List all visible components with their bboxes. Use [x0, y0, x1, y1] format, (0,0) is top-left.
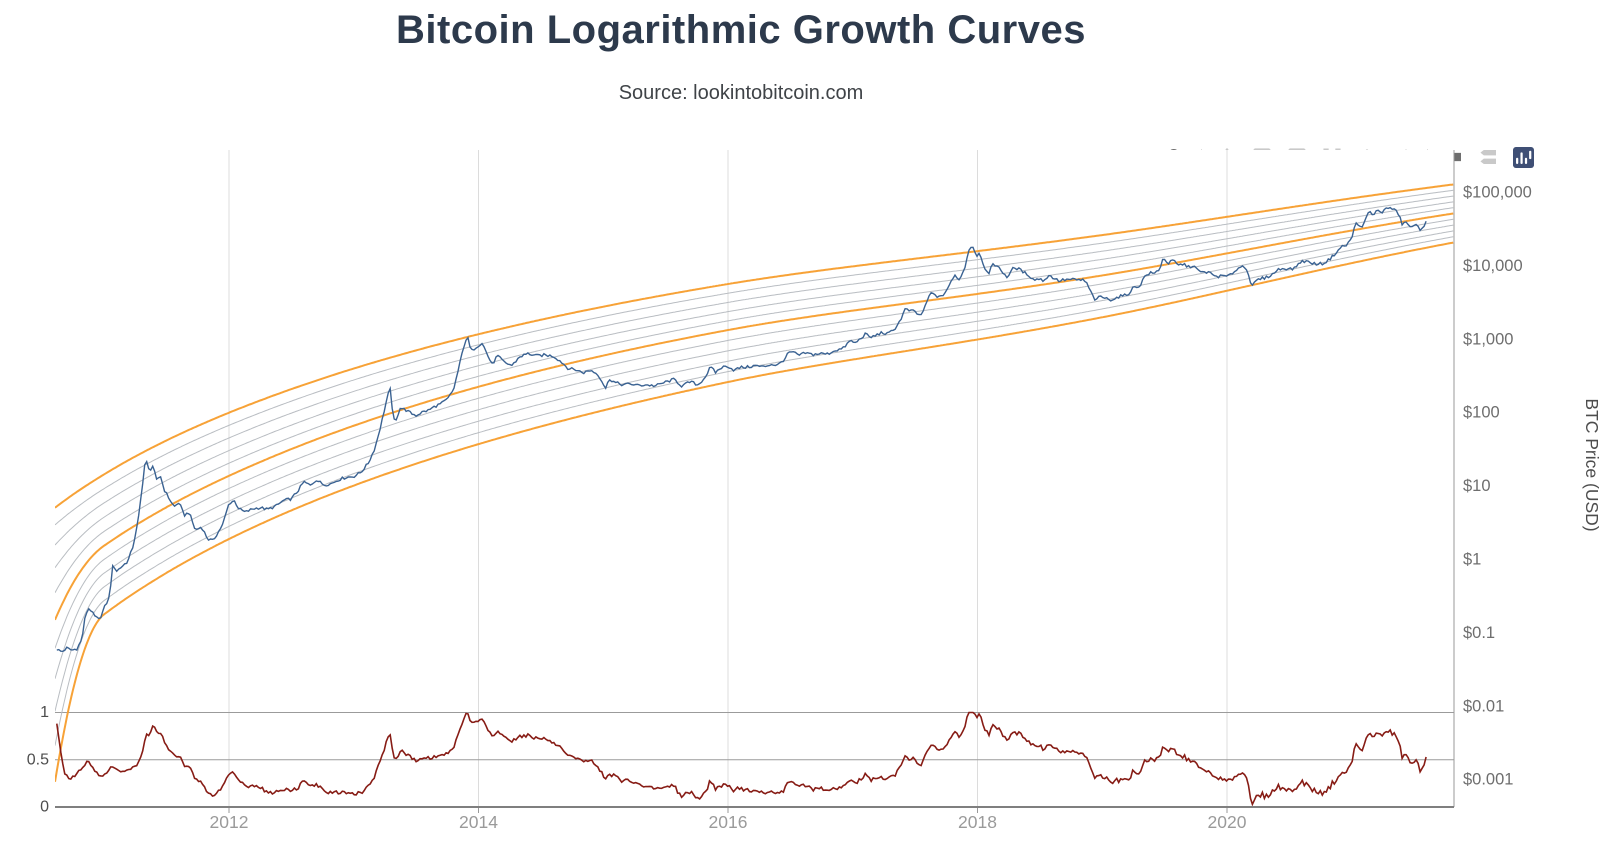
btc-price-line — [56, 206, 1427, 653]
growth-curve-gray-7 — [55, 195, 1454, 546]
growth-curve-lower-band — [55, 241, 1454, 782]
growth-curve-upper-band — [55, 183, 1454, 509]
hover-compare-icon[interactable] — [1477, 146, 1499, 168]
growth-curve-gray-5 — [55, 207, 1454, 593]
oscillator-gridlines — [55, 712, 1454, 761]
x-tick-label: 2016 — [709, 812, 748, 832]
chart-source-subtitle: Source: lookintobitcoin.com — [618, 82, 864, 104]
year-gridlines — [228, 150, 1228, 807]
y-tick-label: $10,000 — [1463, 257, 1523, 275]
growth-curve-bands — [55, 183, 1454, 782]
page-title: Bitcoin Logarithmic Growth Curves — [396, 8, 1086, 52]
y-tick-label: $100 — [1463, 404, 1500, 422]
oscillator-tick-label: 0.5 — [27, 751, 49, 768]
x-tick-label: 2020 — [1208, 812, 1247, 832]
oscillator-tick-label: 1 — [40, 704, 49, 721]
growth-curve-gray-4 — [55, 218, 1454, 649]
growth-curve-gray-3 — [55, 224, 1454, 679]
x-tick-label: 2012 — [210, 812, 249, 832]
y-tick-label: $0.01 — [1463, 697, 1504, 715]
growth-curve-gray-1 — [55, 236, 1454, 746]
oscillator-line — [56, 711, 1427, 807]
oscillator-tick-label: 0 — [40, 799, 49, 816]
y-tick-label: $1,000 — [1463, 330, 1513, 348]
plot-area[interactable] — [55, 150, 1454, 807]
plotly-logo-icon[interactable] — [1512, 146, 1534, 168]
axes: 2012 2014 2016 2018 2020 $100,000 $10,000 $1,00… — [27, 150, 1600, 832]
growth-curve-middle-band — [55, 212, 1454, 621]
growth-curve-gray-6 — [55, 201, 1454, 568]
y-tick-label: $100,000 — [1463, 184, 1532, 202]
y-tick-label: $0.1 — [1463, 624, 1495, 642]
y-tick-label: $0.001 — [1463, 771, 1513, 789]
growth-curve-gray-8 — [55, 189, 1454, 526]
y-tick-label: $10 — [1463, 477, 1491, 495]
growth-curve-gray-2 — [55, 230, 1454, 712]
x-tick-label: 2018 — [958, 812, 997, 832]
y-tick-label: $1 — [1463, 551, 1481, 569]
x-tick-label: 2014 — [459, 812, 498, 832]
y-axis-title: BTC Price (USD) — [1582, 398, 1600, 531]
